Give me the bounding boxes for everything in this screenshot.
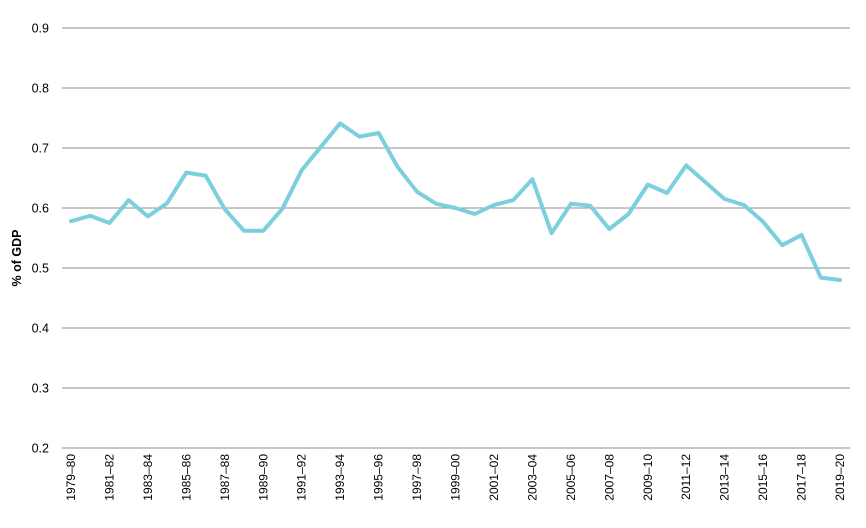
x-tick-label: 1993–94 <box>333 454 347 501</box>
data-point <box>511 198 515 202</box>
data-point <box>569 202 573 206</box>
data-point <box>703 180 707 184</box>
data-point <box>434 202 438 206</box>
x-tick-label: 1999–00 <box>449 454 463 501</box>
data-point <box>819 276 823 280</box>
data-point <box>242 229 246 233</box>
data-point <box>280 207 284 211</box>
x-tick-label: 1997–98 <box>410 454 424 501</box>
data-point <box>838 278 842 282</box>
data-point <box>646 183 650 187</box>
data-point <box>780 243 784 247</box>
data-point <box>146 214 150 218</box>
y-tick-label: 0.6 <box>32 202 49 216</box>
data-point <box>684 163 688 167</box>
data-point <box>396 165 400 169</box>
x-tick-label: 2015–16 <box>756 454 770 501</box>
data-point <box>550 231 554 235</box>
data-point <box>165 201 169 205</box>
y-tick-label: 0.9 <box>32 22 49 36</box>
gridlines <box>62 27 850 449</box>
data-point <box>530 177 534 181</box>
x-tick-label: 1995–96 <box>372 454 386 501</box>
data-point <box>454 206 457 210</box>
data-point <box>742 203 746 207</box>
x-tick-label: 2013–14 <box>718 454 732 501</box>
x-tick-label: 1991–92 <box>295 454 309 501</box>
x-tick-label: 1983–84 <box>141 454 155 501</box>
data-point <box>473 212 477 216</box>
y-tick-label: 0.3 <box>32 382 49 396</box>
x-tick-label: 1979–80 <box>64 454 78 501</box>
data-point <box>357 135 361 139</box>
y-tick-label: 0.7 <box>32 142 49 156</box>
x-axis-ticks: 1979–80 1981–82 1983–84 1985–86 1987–88 1989–… <box>64 454 847 501</box>
data-point <box>261 229 265 233</box>
x-tick-label: 1987–88 <box>218 454 232 501</box>
x-tick-label: 2019–20 <box>833 454 847 501</box>
y-axis-label: % of GDP <box>10 230 24 287</box>
data-point <box>665 191 669 195</box>
data-point <box>723 197 727 201</box>
series-line <box>69 121 842 282</box>
y-tick-label: 0.4 <box>32 322 49 336</box>
x-tick-label: 2003–04 <box>525 454 539 501</box>
y-axis-ticks: 0.2 0.3 0.4 0.5 0.6 0.7 0.8 0.9 <box>32 22 49 456</box>
data-point <box>800 233 804 237</box>
x-tick-label: 2011–12 <box>679 454 693 500</box>
x-tick-label: 2007–08 <box>602 454 616 501</box>
data-point <box>88 214 92 218</box>
x-tick-label: 2001–02 <box>487 454 501 501</box>
data-point <box>627 212 631 216</box>
data-point <box>300 168 304 172</box>
series-layer <box>69 121 842 282</box>
data-point <box>107 221 111 225</box>
y-tick-label: 0.2 <box>32 442 49 456</box>
x-tick-label: 2009–10 <box>641 454 655 501</box>
data-point <box>184 171 188 175</box>
data-point <box>127 198 131 202</box>
data-point <box>69 219 73 223</box>
x-tick-label: 1989–90 <box>256 454 270 501</box>
data-point <box>607 227 611 231</box>
y-tick-label: 0.5 <box>32 262 49 276</box>
data-point <box>588 204 592 208</box>
x-tick-label: 1985–86 <box>179 454 193 501</box>
data-point <box>338 121 342 125</box>
data-point <box>319 145 323 149</box>
data-point <box>492 203 496 207</box>
x-tick-label: 2005–06 <box>564 454 578 501</box>
data-point <box>223 207 227 211</box>
data-point <box>761 220 765 224</box>
data-point <box>377 131 381 135</box>
data-point <box>204 174 208 178</box>
y-tick-label: 0.8 <box>32 82 49 96</box>
data-point <box>415 190 419 194</box>
x-tick-label: 1981–82 <box>102 454 116 501</box>
x-tick-label: 2017–18 <box>795 454 809 501</box>
